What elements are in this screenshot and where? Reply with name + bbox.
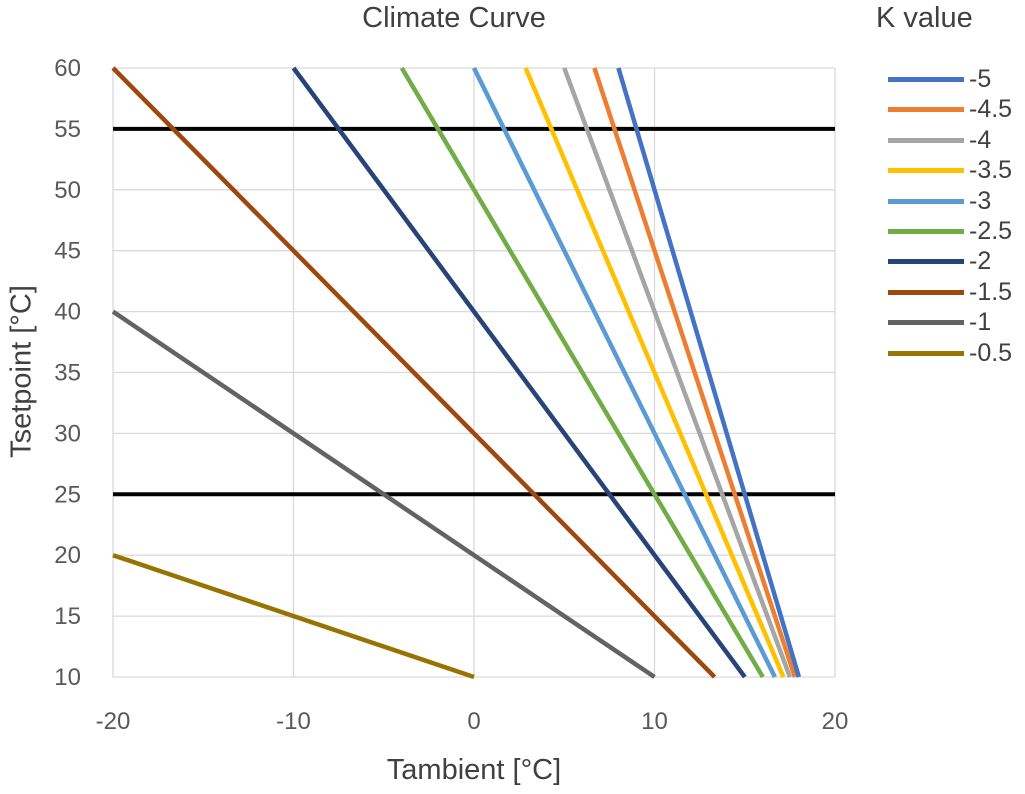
legend-label: -3.5 (969, 156, 1013, 185)
y-tick-label: 40 (54, 299, 81, 326)
series-line-k-4.5 (592, 67, 798, 678)
legend-swatch (888, 229, 964, 234)
legend-swatch (888, 289, 964, 295)
legend-swatch (888, 137, 964, 143)
x-tick-label: 20 (822, 708, 849, 735)
legend-label: -1.5 (969, 277, 1013, 306)
legend-swatch (888, 198, 964, 204)
series-line-k-0.5 (112, 553, 475, 680)
legend-label: -4 (969, 125, 992, 154)
y-tick-label: 10 (54, 664, 81, 691)
legend-swatch (888, 107, 964, 113)
reference-lines (113, 126, 835, 497)
x-tick-label: 10 (641, 708, 668, 735)
series-line-k-2.5 (399, 66, 765, 679)
series-lines (111, 66, 802, 680)
x-tick-label: -20 (96, 708, 131, 735)
legend-title: K value (876, 2, 973, 34)
y-tick-labels: 10 15 20 25 30 35 40 45 50 55 60 (54, 55, 81, 691)
legend-label: -0.5 (969, 338, 1013, 367)
series-line-k-3.5 (523, 67, 786, 678)
legend-label: -2.5 (969, 217, 1013, 245)
series-line-k-5 (616, 67, 802, 678)
legend-label: -3 (969, 186, 992, 215)
y-tick-label: 15 (54, 603, 81, 630)
legend-swatch (888, 259, 964, 265)
legend-swatch (888, 320, 964, 326)
legend-label: -5 (969, 65, 992, 93)
series-line-k-4 (562, 67, 793, 678)
legend-label: -4.5 (969, 95, 1013, 124)
y-tick-label: 60 (54, 55, 81, 82)
series-line-k-2 (291, 66, 747, 679)
y-tick-label: 30 (54, 420, 81, 447)
y-tick-label: 35 (54, 360, 81, 387)
legend-label: -1 (969, 308, 992, 337)
x-tick-labels: -20 -10 0 10 20 (96, 708, 849, 735)
y-tick-label: 25 (54, 481, 81, 508)
chart-title: Climate Curve (362, 2, 546, 34)
legend-swatch (888, 77, 964, 82)
series-line-k-1 (111, 309, 656, 679)
legend-swatch (888, 350, 964, 356)
y-tick-label: 45 (54, 238, 81, 265)
legend-swatch (888, 168, 964, 174)
y-axis-label: Tsetpoint [°C] (5, 285, 38, 458)
series-line-k-1.5 (111, 66, 717, 679)
x-tick-label: 0 (467, 708, 480, 735)
legend-label: -2 (969, 247, 992, 276)
series-line-k-3 (471, 67, 777, 678)
x-tick-label: -10 (276, 708, 311, 735)
y-tick-label: 20 (54, 542, 81, 569)
y-tick-label: 55 (54, 116, 81, 143)
grid (112, 67, 836, 678)
y-tick-label: 50 (54, 177, 81, 204)
x-axis-label: Tambient [°C] (386, 754, 562, 786)
